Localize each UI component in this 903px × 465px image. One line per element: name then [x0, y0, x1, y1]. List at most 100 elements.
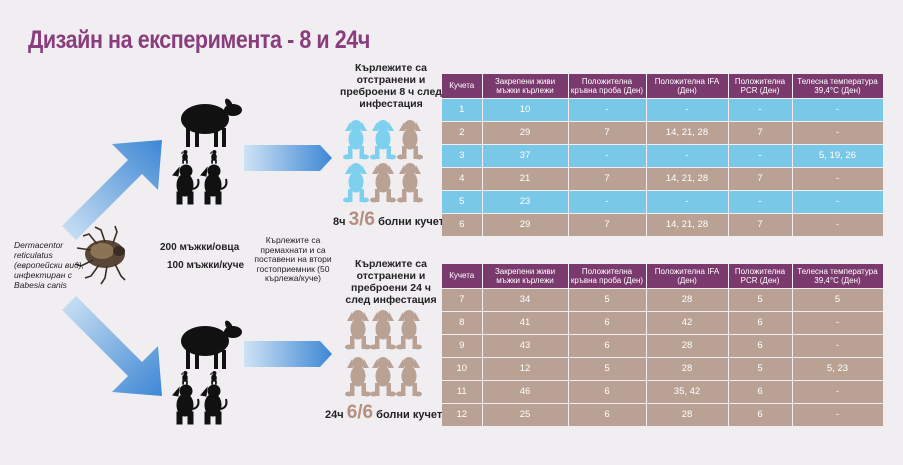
- table-cell: 28: [646, 402, 729, 426]
- dog-icon-small: [209, 150, 219, 164]
- table-cell: 2: [442, 120, 483, 144]
- table-cell: 12: [482, 356, 569, 380]
- result-8h-value: 3/6: [348, 209, 375, 230]
- col-header-temp: Телесна температура 39,4°C (Ден): [792, 264, 884, 288]
- table-cell: 25: [482, 402, 569, 426]
- dog-icon: [172, 384, 200, 425]
- col-header-ifa: Положителна IFA (Ден): [646, 264, 729, 288]
- dog-icon-sick: [343, 120, 369, 160]
- table-cell: 11: [442, 379, 483, 403]
- table-row: 8 41 6 42 6-: [442, 310, 884, 334]
- arrow-up-diagonal: [62, 140, 162, 240]
- results-table-24h: Кучета Закрепени живи мъжки кърлежи Поло…: [442, 264, 884, 426]
- result-24h-prefix: 24ч: [325, 409, 344, 421]
- dog-icon-healthy: [370, 357, 396, 397]
- table-cell: -: [568, 189, 647, 213]
- tick-icon: [74, 225, 126, 285]
- table-cell: 5: [728, 287, 793, 311]
- table-cell: 28: [646, 356, 729, 380]
- table-row: 9 43 6 28 6-: [442, 333, 884, 357]
- col-header-ticks: Закрепени живи мъжки кърлежи: [482, 74, 569, 98]
- col-header-ifa: Положителна IFA (Ден): [646, 74, 729, 98]
- table-cell: -: [792, 402, 884, 426]
- table-cell: 6: [728, 402, 793, 426]
- table-cell: 14, 21, 28: [646, 212, 729, 236]
- table-cell: 5: [568, 287, 647, 311]
- table-cell: 10: [442, 356, 483, 380]
- dog-icon-small: [180, 371, 190, 385]
- table-cell: 7: [728, 166, 793, 190]
- col-header-pcr: Положителна PCR (Ден): [728, 74, 793, 98]
- col-header-temp: Телесна температура 39,4°C (Ден): [792, 74, 884, 98]
- table-cell: -: [792, 189, 884, 213]
- table-cell: -: [728, 143, 793, 167]
- table-cell: 41: [482, 310, 569, 334]
- table-cell: -: [792, 212, 884, 236]
- result-8h-suffix: болни кучета: [378, 216, 451, 228]
- table-cell: 7: [568, 212, 647, 236]
- result-24h: 24ч 6/6 болни кучета: [325, 402, 448, 424]
- result-24h-suffix: болни кучета: [376, 409, 449, 421]
- table-cell: 28: [646, 287, 729, 311]
- table-cell: 6: [568, 402, 647, 426]
- table-cell: 7: [568, 120, 647, 144]
- table-row: 6 29 7 14, 21, 28 7-: [442, 212, 884, 236]
- col-header-pcr: Положителна PCR (Ден): [728, 264, 793, 288]
- table-row: 11 46 6 35, 42 6-: [442, 379, 884, 403]
- table-cell: -: [728, 97, 793, 121]
- table-cell: -: [792, 333, 884, 357]
- dog-icon-small: [209, 371, 219, 385]
- table-cell: 23: [482, 189, 569, 213]
- col-header-blood: Положителна кръвна проба (Ден): [568, 74, 647, 98]
- table-row: 3 37- - -5, 19, 26: [442, 143, 884, 167]
- col-header-dogs: Кучета: [442, 74, 483, 98]
- table-cell: -: [646, 143, 729, 167]
- table-cell: 29: [482, 212, 569, 236]
- table-cell: 6: [568, 333, 647, 357]
- table-cell: 1: [442, 97, 483, 121]
- table-row: 12 25 6 28 6-: [442, 402, 884, 426]
- table-cell: -: [792, 310, 884, 334]
- table-cell: 10: [482, 97, 569, 121]
- table-cell: 9: [442, 333, 483, 357]
- table-cell: 6: [568, 379, 647, 403]
- dog-icon-healthy: [370, 310, 396, 350]
- sheep-icon-bottom: [181, 319, 242, 369]
- table-cell: 4: [442, 166, 483, 190]
- table-cell: 29: [482, 120, 569, 144]
- table-cell: 5: [792, 287, 884, 311]
- table-cell: -: [792, 166, 884, 190]
- col-header-dogs: Кучета: [442, 264, 483, 288]
- table-cell: 6: [568, 310, 647, 334]
- table-cell: 42: [646, 310, 729, 334]
- table-cell: -: [646, 189, 729, 213]
- dog-icon: [200, 384, 228, 425]
- table-cell: 6: [728, 333, 793, 357]
- dog-icon-sick: [370, 120, 396, 160]
- table-row: 4 21 7 14, 21, 28 7-: [442, 166, 884, 190]
- table-cell: 46: [482, 379, 569, 403]
- dog-icon-sick: [343, 163, 369, 203]
- table-cell: 34: [482, 287, 569, 311]
- table-cell: 6: [728, 379, 793, 403]
- table-cell: 6: [728, 310, 793, 334]
- arrow-right-top: [244, 145, 332, 171]
- table-cell: -: [728, 189, 793, 213]
- table-cell: 5: [442, 189, 483, 213]
- table-cell: 7: [728, 212, 793, 236]
- table-cell: 7: [728, 120, 793, 144]
- table-cell: 12: [442, 402, 483, 426]
- dog-icon-healthy: [396, 357, 422, 397]
- tick-species-label: Dermacentor reticulatus (европейски вид)…: [14, 240, 84, 290]
- caption-8h: Кърлежите са отстранени и преброени 8 ч …: [340, 62, 442, 110]
- table-cell: 43: [482, 333, 569, 357]
- table-cell: 7: [442, 287, 483, 311]
- table-cell: 7: [568, 166, 647, 190]
- result-8h-prefix: 8ч: [333, 216, 346, 228]
- dose-sheep: 200 мъжки/овца: [160, 242, 240, 253]
- table-cell: -: [568, 143, 647, 167]
- caption-24h: Кърлежите са отстранени и преброени 24 ч…: [345, 258, 437, 306]
- result-24h-value: 6/6: [346, 402, 374, 423]
- table-cell: -: [792, 379, 884, 403]
